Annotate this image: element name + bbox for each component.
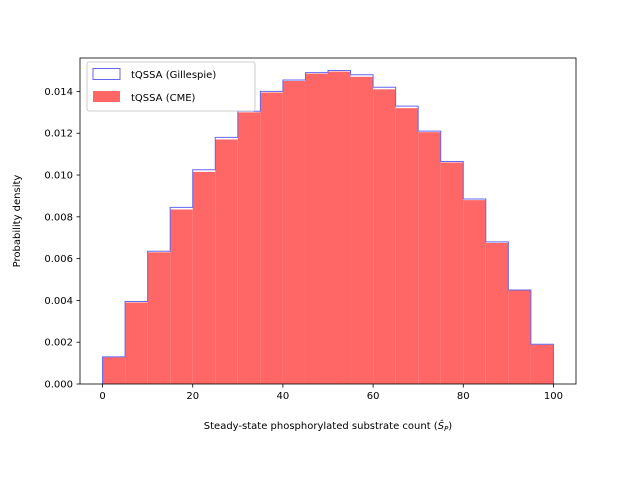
x-axis: 0 20 40 60 80 100 — [99, 384, 563, 402]
y-tick-label: 0.010 — [44, 171, 73, 182]
y-tick-label: 0.008 — [44, 212, 73, 223]
cme-bar — [102, 357, 126, 384]
y-tick-label: 0.000 — [44, 380, 73, 391]
legend-swatch-cme — [93, 91, 120, 102]
cme-bar — [260, 92, 283, 384]
cme-bar — [125, 302, 148, 384]
y-tick-label: 0.012 — [44, 129, 73, 140]
cme-bar — [170, 209, 193, 384]
cme-bar — [282, 80, 306, 384]
y-tick-label: 0.014 — [44, 87, 73, 98]
x-axis-title: Steady-state phosphorylated substrate co… — [204, 419, 453, 433]
gillespie-series — [102, 70, 554, 384]
cme-bar — [192, 171, 216, 384]
x-tick-label: 80 — [457, 391, 470, 402]
y-tick-label: 0.002 — [44, 338, 73, 349]
plot-frame — [79, 57, 577, 385]
cme-bar — [373, 89, 396, 384]
cme-bar — [328, 71, 351, 384]
x-tick-label: 60 — [367, 391, 380, 402]
cme-bar — [305, 73, 328, 384]
cme-bar — [418, 132, 441, 384]
cme-bar — [508, 290, 531, 384]
cme-bar — [147, 252, 171, 384]
legend-label-cme: tQSSA (CME) — [131, 93, 196, 104]
cme-bar — [395, 108, 419, 385]
cme-bar — [350, 76, 374, 385]
cme-bar — [215, 139, 238, 384]
x-tick-label: 100 — [544, 391, 563, 402]
y-axis: 0.000 0.002 0.004 0.006 0.008 0.010 0.012 0.014 — [44, 87, 80, 391]
y-axis-title: Probability density — [12, 175, 23, 268]
legend-swatch-gillespie — [92, 68, 121, 80]
legend-label-gillespie: tQSSA (Gillespie) — [131, 70, 216, 81]
x-tick-label: 40 — [277, 391, 290, 402]
legend-box — [86, 61, 256, 112]
x-tick-label: 20 — [186, 391, 199, 402]
cme-bar — [440, 162, 464, 384]
cme-series — [102, 71, 554, 385]
legend: tQSSA (Gillespie) tQSSA (CME) — [86, 61, 256, 112]
x-tick-label: 0 — [99, 391, 105, 402]
cme-bar — [485, 242, 509, 384]
cme-bar — [237, 112, 261, 384]
gillespie-step-line — [102, 70, 554, 384]
y-tick-label: 0.004 — [44, 296, 73, 307]
cme-bar — [530, 344, 554, 384]
cme-bar — [463, 200, 486, 384]
y-tick-label: 0.006 — [44, 254, 73, 265]
